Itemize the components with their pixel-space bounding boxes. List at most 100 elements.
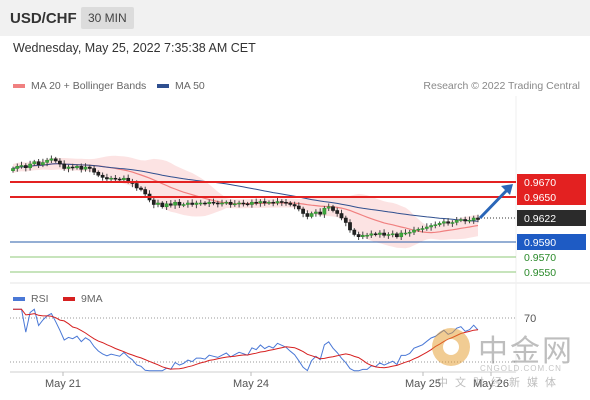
candle	[339, 209, 344, 221]
candle	[75, 164, 79, 170]
candle	[271, 199, 276, 207]
candle	[79, 163, 84, 173]
x-tick-label: May 21	[45, 378, 81, 390]
candle	[207, 199, 212, 207]
candle	[58, 158, 62, 168]
candle	[407, 229, 412, 237]
candle	[83, 163, 88, 172]
ma50-line	[12, 163, 479, 222]
candle	[343, 215, 348, 227]
candle	[459, 217, 463, 223]
candle	[399, 230, 404, 240]
legend-ma50: MA 50	[157, 80, 205, 92]
candle	[228, 199, 233, 208]
candle	[288, 201, 293, 207]
candle	[105, 173, 109, 182]
candle	[32, 159, 37, 166]
candle	[194, 200, 199, 209]
candle	[429, 223, 433, 231]
candle	[284, 199, 288, 206]
ma50-swatch	[157, 84, 169, 89]
candle	[420, 225, 425, 233]
candle	[198, 199, 203, 206]
candle	[177, 199, 182, 208]
candle	[203, 201, 207, 206]
candle	[224, 200, 229, 205]
candle	[318, 208, 323, 217]
candle	[322, 205, 327, 218]
candle	[49, 155, 54, 163]
candle	[70, 163, 75, 171]
legend-rsi: RSI	[13, 293, 49, 305]
rsi-line	[13, 308, 479, 372]
candle	[19, 161, 24, 169]
candle	[250, 199, 254, 208]
candle	[262, 198, 267, 206]
candle	[433, 221, 438, 229]
x-tick-label: May 24	[233, 378, 269, 390]
candle	[211, 198, 216, 206]
candle	[326, 203, 331, 211]
ma20-swatch	[13, 84, 25, 89]
candle	[87, 164, 92, 173]
level-0-9650: 0.9650	[10, 189, 586, 205]
candle	[62, 160, 67, 171]
moving-averages	[12, 163, 479, 234]
candle	[241, 199, 246, 207]
level-0-9570: 0.9570	[10, 252, 556, 264]
candle	[331, 204, 335, 213]
rsi-swatch	[13, 297, 25, 302]
candle	[117, 177, 122, 182]
level-label: 0.9622	[524, 213, 556, 225]
candle	[92, 165, 96, 175]
candle	[314, 209, 318, 217]
timeframe-badge[interactable]: 30 MIN	[81, 7, 134, 29]
grid	[10, 96, 590, 373]
level-label: 0.9570	[524, 252, 556, 264]
candle	[113, 175, 118, 182]
candle	[437, 221, 442, 227]
watermark-main: 中金网	[478, 334, 574, 369]
candle	[258, 199, 263, 207]
watermark-logo-icon	[432, 328, 470, 366]
candle	[292, 201, 297, 210]
candle	[275, 197, 280, 206]
level-0-9670: 0.9670	[10, 174, 586, 190]
candle	[390, 230, 395, 238]
candle	[369, 230, 374, 238]
candle	[373, 231, 378, 237]
candle	[348, 219, 352, 233]
candle	[467, 216, 472, 224]
watermark-url: CNGOLD.COM.CN	[480, 364, 562, 373]
candle	[279, 199, 284, 206]
candle	[66, 164, 71, 173]
candle	[365, 232, 369, 239]
candle	[309, 211, 314, 219]
rsi-9ma-line	[13, 308, 479, 370]
candle	[360, 231, 365, 240]
level-label: 0.9590	[524, 237, 556, 249]
legend-rsi-label: RSI	[31, 293, 49, 305]
candle	[245, 201, 250, 207]
candle	[45, 157, 49, 167]
x-tick-label: May 25	[405, 378, 441, 390]
symbol-title: USD/CHF	[10, 10, 77, 27]
candle	[301, 206, 305, 218]
candle	[190, 199, 195, 207]
x-axis: May 21 May 24 May 25 May 26	[45, 372, 509, 390]
watermark-sub: 中文财经新媒体	[437, 377, 563, 389]
level-0-9590: 0.9590	[10, 234, 586, 250]
candle	[378, 230, 382, 238]
level-label: 0.9650	[524, 192, 556, 204]
level-0-9550: 0.9550	[10, 267, 556, 279]
legend-ma50-label: MA 50	[175, 80, 205, 92]
candle	[356, 231, 361, 240]
candle	[382, 229, 386, 238]
candle	[173, 199, 177, 209]
candle	[232, 200, 237, 207]
level-label: 0.9550	[524, 267, 556, 279]
candle	[23, 163, 28, 172]
candle	[296, 202, 301, 212]
